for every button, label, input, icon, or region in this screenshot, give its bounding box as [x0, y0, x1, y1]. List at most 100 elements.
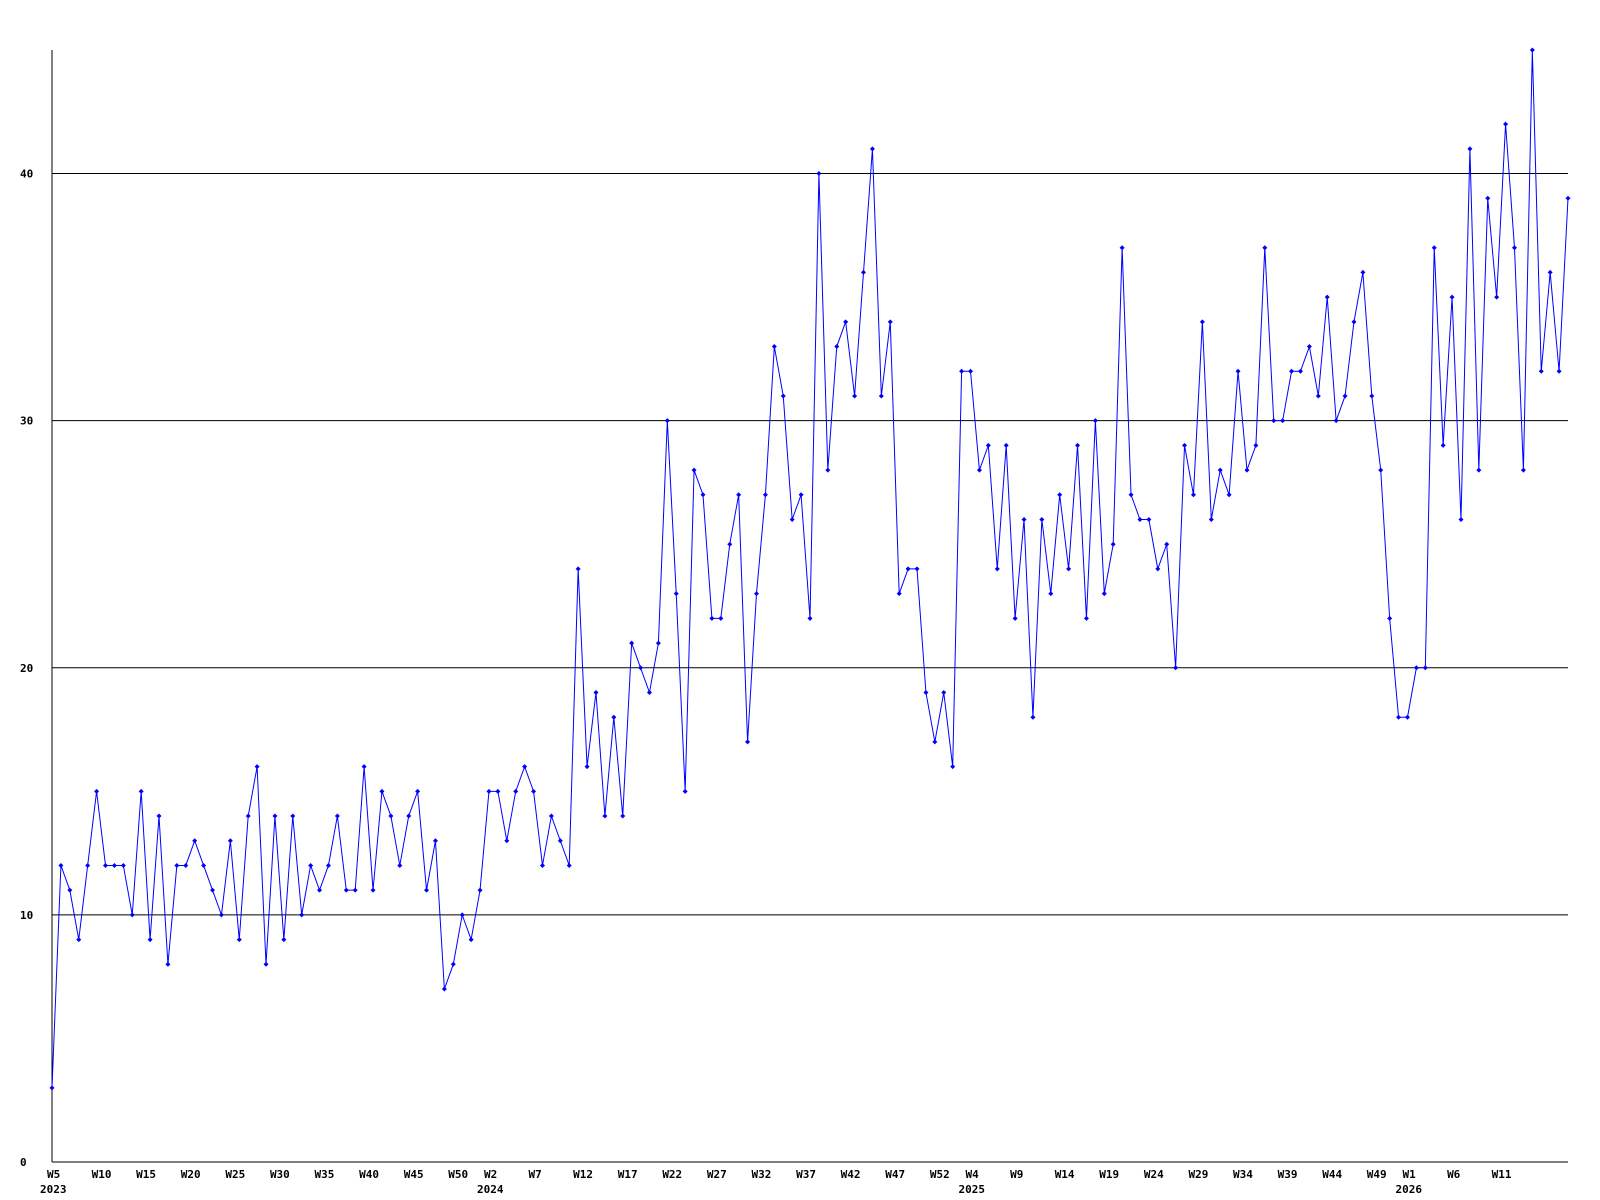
data-point — [486, 788, 492, 794]
data-point — [843, 319, 849, 325]
data-point — [932, 739, 938, 745]
x-tick-label: W35 — [315, 1168, 335, 1181]
x-tick-label: W47 — [885, 1168, 905, 1181]
x-tick-label: W34 — [1233, 1168, 1253, 1181]
data-point — [896, 591, 902, 597]
data-point — [424, 887, 430, 893]
data-point — [1190, 492, 1196, 498]
x-tick-label: W24 — [1144, 1168, 1164, 1181]
data-point — [1021, 517, 1027, 523]
data-point — [762, 492, 768, 498]
data-point — [1101, 591, 1107, 597]
data-point — [290, 813, 296, 819]
x-tick-label: W10 — [92, 1168, 112, 1181]
data-point — [1092, 418, 1098, 424]
data-point — [611, 714, 617, 720]
data-point — [638, 665, 644, 671]
data-point — [1360, 269, 1366, 275]
data-point — [718, 615, 724, 621]
data-point — [539, 862, 545, 868]
x-year-label: 2024 — [477, 1183, 504, 1196]
data-point — [941, 689, 947, 695]
data-point — [1440, 442, 1446, 448]
x-tick-label: W39 — [1278, 1168, 1298, 1181]
data-point — [415, 788, 421, 794]
data-point — [201, 862, 207, 868]
data-point — [236, 937, 242, 943]
x-tick-label: W4 — [966, 1168, 980, 1181]
data-point — [1030, 714, 1036, 720]
data-point — [397, 862, 403, 868]
data-point — [156, 813, 162, 819]
data-point — [709, 615, 715, 621]
data-point — [1137, 517, 1143, 523]
data-point — [361, 764, 367, 770]
x-year-label: 2026 — [1395, 1183, 1422, 1196]
y-tick-label: 30 — [20, 415, 33, 428]
x-tick-label: W29 — [1188, 1168, 1208, 1181]
data-point — [575, 566, 581, 572]
data-point — [655, 640, 661, 646]
data-point — [1146, 517, 1152, 523]
data-point — [1476, 467, 1482, 473]
data-point — [49, 1085, 55, 1091]
data-point — [994, 566, 1000, 572]
data-point — [789, 517, 795, 523]
data-point — [1289, 368, 1295, 374]
data-point — [923, 689, 929, 695]
data-point — [1244, 467, 1250, 473]
data-point — [85, 862, 91, 868]
data-point — [985, 442, 991, 448]
data-point — [950, 764, 956, 770]
data-point — [1458, 517, 1464, 523]
data-point — [138, 788, 144, 794]
data-point — [370, 887, 376, 893]
data-point — [1467, 146, 1473, 152]
data-point — [1529, 47, 1535, 53]
x-tick-label: W1 — [1402, 1168, 1416, 1181]
y-tick-label: 20 — [20, 662, 33, 675]
x-tick-label: W12 — [573, 1168, 593, 1181]
data-point — [602, 813, 608, 819]
data-point — [691, 467, 697, 473]
x-tick-label: W32 — [751, 1168, 771, 1181]
data-point — [1396, 714, 1402, 720]
data-point — [174, 862, 180, 868]
data-point — [441, 986, 447, 992]
x-tick-label: W6 — [1447, 1168, 1461, 1181]
data-point — [798, 492, 804, 498]
data-point — [459, 912, 465, 918]
data-point — [67, 887, 73, 893]
data-line — [51, 49, 1569, 1088]
data-point — [1547, 269, 1553, 275]
data-point — [548, 813, 554, 819]
data-point — [1324, 294, 1330, 300]
data-point — [406, 813, 412, 819]
data-point — [1306, 344, 1312, 350]
data-point — [1182, 442, 1188, 448]
data-point — [504, 838, 510, 844]
x-tick-label: W49 — [1367, 1168, 1387, 1181]
data-point — [1431, 245, 1437, 251]
data-point — [388, 813, 394, 819]
data-point — [771, 344, 777, 350]
data-point — [914, 566, 920, 572]
data-point — [1387, 615, 1393, 621]
data-point — [1039, 517, 1045, 523]
data-point — [450, 961, 456, 967]
data-point — [165, 961, 171, 967]
data-point — [1262, 245, 1268, 251]
data-point — [1556, 368, 1562, 374]
y-tick-label: 10 — [20, 909, 33, 922]
data-point — [183, 862, 189, 868]
data-point — [468, 937, 474, 943]
data-point — [477, 887, 483, 893]
data-point — [834, 344, 840, 350]
data-point — [94, 788, 100, 794]
data-point — [218, 912, 224, 918]
data-point — [1075, 442, 1081, 448]
x-tick-label: W5 — [47, 1168, 60, 1181]
x-tick-label: W20 — [181, 1168, 201, 1181]
data-point — [593, 689, 599, 695]
